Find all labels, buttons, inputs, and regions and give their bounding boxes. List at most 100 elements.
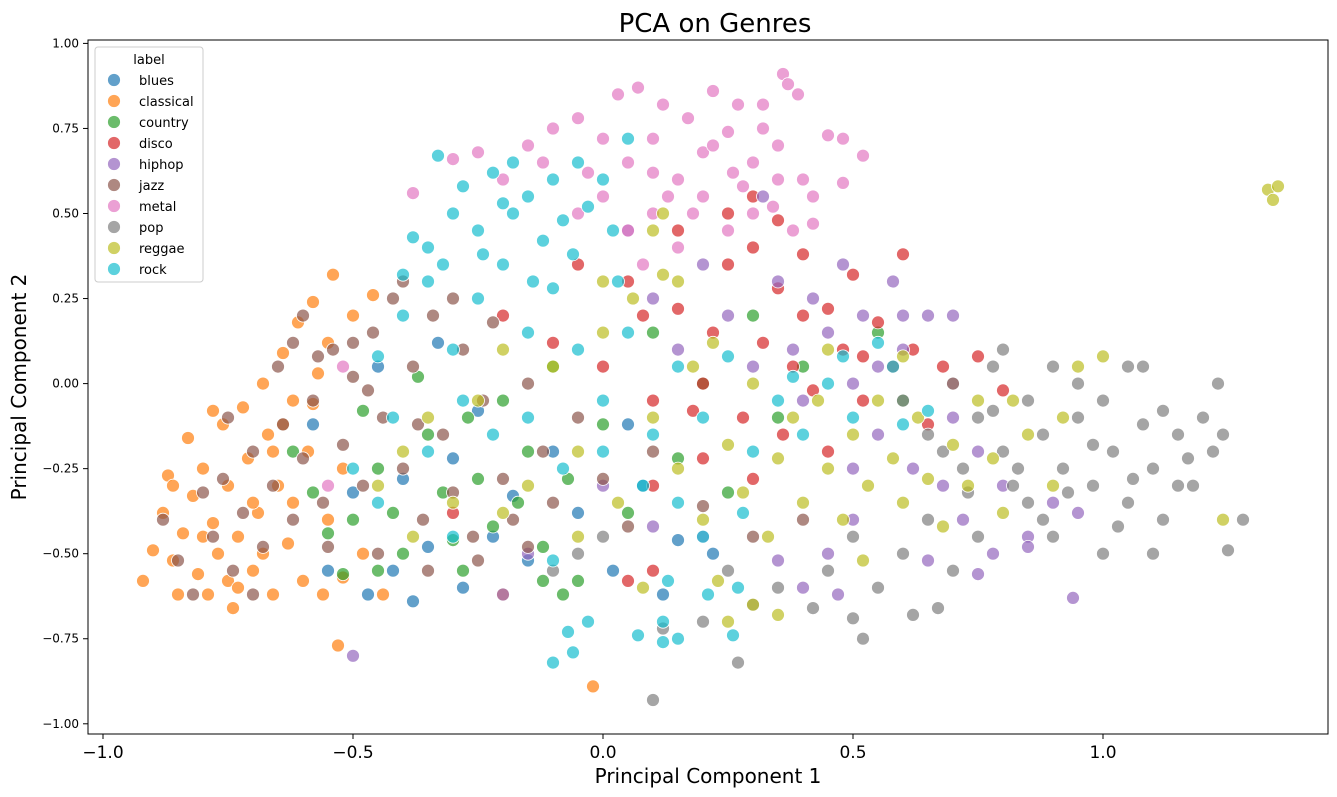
- point-reggae: [811, 393, 825, 408]
- point-hiphop: [856, 308, 870, 323]
- chart-title: PCA on Genres: [619, 9, 812, 39]
- plot-frame: [87, 39, 1329, 735]
- point-reggae: [946, 437, 960, 452]
- point-pop: [1121, 495, 1135, 510]
- point-hiphop: [746, 359, 760, 374]
- point-pop: [931, 601, 945, 615]
- point-hiphop: [871, 359, 885, 374]
- point-disco: [696, 451, 710, 466]
- point-jazz: [371, 546, 385, 561]
- point-disco: [871, 315, 885, 330]
- point-pop: [1126, 471, 1140, 486]
- point-jazz: [366, 325, 380, 340]
- point-rock: [521, 189, 535, 204]
- point-reggae: [1096, 349, 1110, 364]
- point-hiphop: [671, 342, 685, 357]
- point-rock: [436, 257, 450, 272]
- point-metal: [856, 148, 870, 163]
- point-reggae: [1271, 179, 1285, 194]
- point-rock: [836, 349, 850, 364]
- point-rock: [421, 444, 435, 459]
- point-rock: [696, 410, 710, 425]
- point-disco: [821, 444, 835, 459]
- point-hiphop: [906, 461, 920, 476]
- point-country: [396, 546, 410, 561]
- legend-marker-hiphop: [107, 157, 121, 171]
- point-rock: [571, 342, 585, 357]
- point-reggae: [596, 274, 610, 289]
- point-rock: [396, 267, 410, 282]
- point-classical: [146, 543, 160, 558]
- point-rock: [581, 199, 595, 214]
- point-reggae: [961, 478, 975, 493]
- point-jazz: [286, 512, 300, 527]
- point-classical: [316, 587, 330, 602]
- point-classical: [231, 580, 245, 595]
- point-metal: [746, 155, 760, 170]
- legend-items: blues classical country disco hiphop jazz meta…: [107, 73, 194, 278]
- point-jazz: [746, 529, 760, 544]
- point-country: [386, 506, 400, 520]
- point-metal: [406, 186, 420, 201]
- point-jazz: [506, 512, 520, 527]
- legend-marker-metal: [107, 199, 121, 213]
- point-reggae: [1216, 512, 1230, 527]
- point-pop: [1121, 359, 1135, 374]
- point-hiphop: [496, 587, 510, 602]
- point-rock: [631, 628, 645, 643]
- point-metal: [661, 189, 675, 204]
- point-reggae: [861, 478, 875, 493]
- point-jazz: [206, 529, 220, 544]
- point-metal: [646, 131, 660, 146]
- point-country: [771, 410, 785, 425]
- point-rock: [546, 281, 560, 296]
- point-rock: [496, 196, 510, 211]
- point-classical: [261, 427, 275, 442]
- point-rock: [546, 553, 560, 568]
- point-reggae: [721, 614, 735, 629]
- point-country: [536, 540, 550, 554]
- point-metal: [731, 97, 745, 112]
- point-metal: [611, 87, 625, 102]
- legend-marker-rock: [107, 262, 121, 276]
- point-rock: [786, 369, 800, 384]
- point-metal: [336, 359, 350, 374]
- point-disco: [696, 376, 710, 391]
- point-hiphop: [796, 393, 810, 408]
- point-pop: [946, 563, 960, 578]
- point-metal: [736, 179, 750, 194]
- point-pop: [696, 614, 710, 629]
- point-rock: [701, 587, 715, 602]
- point-pop: [921, 512, 935, 527]
- point-classical: [306, 295, 320, 309]
- point-classical: [321, 512, 335, 527]
- point-metal: [496, 172, 510, 187]
- point-hiphop: [946, 410, 960, 425]
- point-disco: [721, 257, 735, 272]
- x-tick-label: 0.5: [839, 743, 866, 763]
- point-pop: [971, 529, 985, 544]
- point-pop: [956, 461, 970, 476]
- point-reggae: [1006, 393, 1020, 408]
- point-pop: [871, 580, 885, 595]
- point-jazz: [246, 444, 260, 459]
- point-rock: [496, 257, 510, 272]
- point-pop: [1096, 393, 1110, 408]
- point-reggae: [796, 495, 810, 510]
- legend-marker-country: [107, 115, 121, 129]
- point-metal: [671, 172, 685, 187]
- point-jazz: [276, 417, 290, 432]
- point-reggae: [571, 529, 585, 544]
- series-hiphop: [346, 189, 1085, 663]
- point-metal: [806, 189, 820, 204]
- point-metal: [581, 165, 595, 180]
- point-rock: [371, 495, 385, 510]
- point-metal: [786, 223, 800, 238]
- point-rock: [731, 580, 745, 595]
- point-classical: [326, 267, 340, 282]
- point-pop: [986, 359, 1000, 374]
- point-disco: [856, 349, 870, 364]
- point-metal: [621, 155, 635, 170]
- point-classical: [181, 431, 195, 445]
- point-classical: [356, 546, 370, 561]
